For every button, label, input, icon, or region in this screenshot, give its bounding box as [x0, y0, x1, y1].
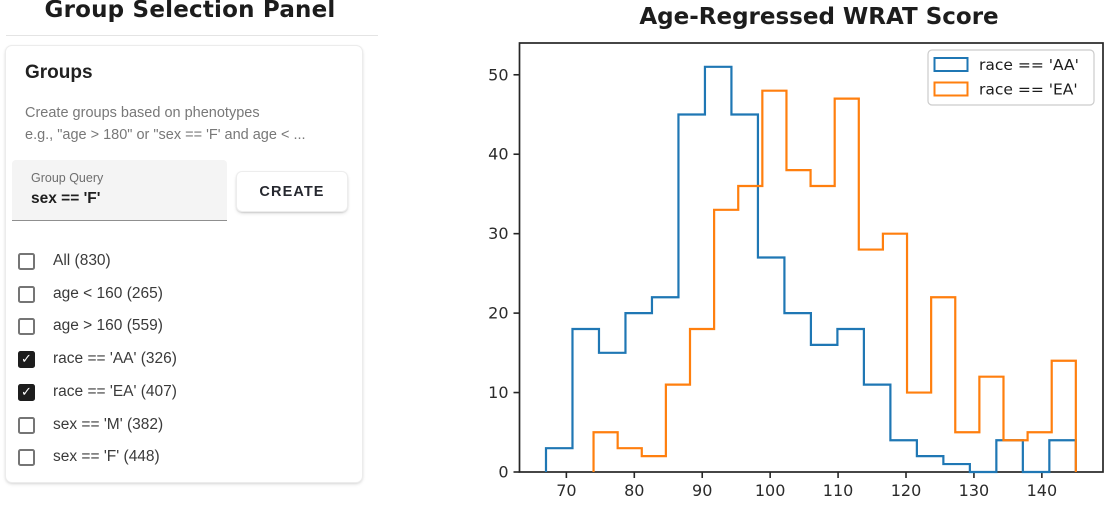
x-axis-tick-label: 120	[891, 481, 922, 500]
checkbox-unchecked-icon[interactable]	[18, 317, 35, 335]
group-label: sex == 'M' (382)	[53, 416, 164, 433]
divider	[6, 35, 378, 36]
description-line-2: e.g., "age > 180" or "sex == 'F' and age…	[25, 127, 306, 143]
y-axis-tick-label: 50	[488, 65, 508, 84]
legend-swatch-ea	[933, 81, 969, 97]
wrat-score-chart: Age-Regressed WRAT Score 70 80 90 100 110 120 1…	[420, 0, 1116, 507]
group-row[interactable]: ✓ race == 'AA' (326)	[6, 343, 362, 375]
group-label: All (830)	[53, 252, 111, 269]
groups-description: Create groups based on phenotypes e.g., …	[25, 102, 355, 146]
legend-box	[927, 49, 1095, 106]
groups-heading: Groups	[25, 62, 93, 83]
y-axis-tick-label: 20	[488, 304, 508, 323]
y-axis-tick-label: 10	[488, 383, 508, 402]
group-row[interactable]: sex == 'M' (382)	[6, 409, 362, 441]
group-label: age < 160 (265)	[53, 285, 163, 302]
series-path-aa	[544, 65, 1077, 474]
checkbox-checked-icon[interactable]: ✓	[18, 383, 35, 401]
checkbox-unchecked-icon[interactable]	[18, 416, 35, 434]
description-line-1: Create groups based on phenotypes	[25, 105, 260, 121]
y-axis-tick-label: 0	[498, 463, 508, 482]
checkbox-unchecked-icon[interactable]	[18, 252, 35, 270]
group-row[interactable]: sex == 'F' (448)	[6, 441, 362, 473]
series-path-ea	[592, 89, 1077, 472]
group-row[interactable]: age > 160 (559)	[6, 310, 362, 342]
x-axis-tick-label: 100	[755, 481, 786, 500]
group-row[interactable]: age < 160 (265)	[6, 278, 362, 310]
x-axis-tick-label: 70	[556, 481, 576, 500]
x-axis-tick-label: 110	[823, 481, 854, 500]
legend-label: race == 'AA'	[979, 56, 1079, 74]
panel-title: Group Selection Panel	[44, 0, 336, 23]
group-row[interactable]: ✓ race == 'EA' (407)	[6, 376, 362, 408]
legend-swatch-aa	[933, 57, 969, 72]
group-query-value: sex == 'F'	[31, 190, 101, 207]
checkbox-checked-icon[interactable]: ✓	[18, 350, 35, 368]
y-axis-tick-label: 40	[488, 145, 508, 164]
group-query-label: Group Query	[31, 171, 104, 185]
chart-title: Age-Regressed WRAT Score	[639, 4, 998, 30]
group-row[interactable]: All (830)	[6, 245, 362, 277]
group-list: All (830) age < 160 (265) age > 160 (559) ✓…	[6, 46, 362, 482]
group-label: race == 'AA' (326)	[53, 350, 177, 367]
group-label: age > 160 (559)	[53, 317, 163, 334]
group-label: race == 'EA' (407)	[53, 383, 177, 400]
legend-label: race == 'EA'	[979, 81, 1078, 99]
checkbox-unchecked-icon[interactable]	[18, 448, 35, 466]
group-query-field[interactable]: Group Query sex == 'F'	[12, 160, 227, 221]
group-selection-panel: Group Selection Panel Groups Create grou…	[0, 0, 380, 507]
x-axis-tick-label: 130	[959, 481, 990, 500]
checkbox-unchecked-icon[interactable]	[18, 285, 35, 303]
create-button[interactable]: CREATE	[237, 172, 347, 211]
groups-card: Groups Create groups based on phenotypes…	[6, 46, 362, 482]
axes-frame	[518, 42, 1104, 473]
x-axis-tick-label: 140	[1027, 481, 1058, 500]
x-axis-tick-label: 80	[624, 481, 644, 500]
x-axis-tick-label: 90	[692, 481, 712, 500]
group-label: sex == 'F' (448)	[53, 448, 160, 465]
y-axis-tick-label: 30	[488, 224, 508, 243]
